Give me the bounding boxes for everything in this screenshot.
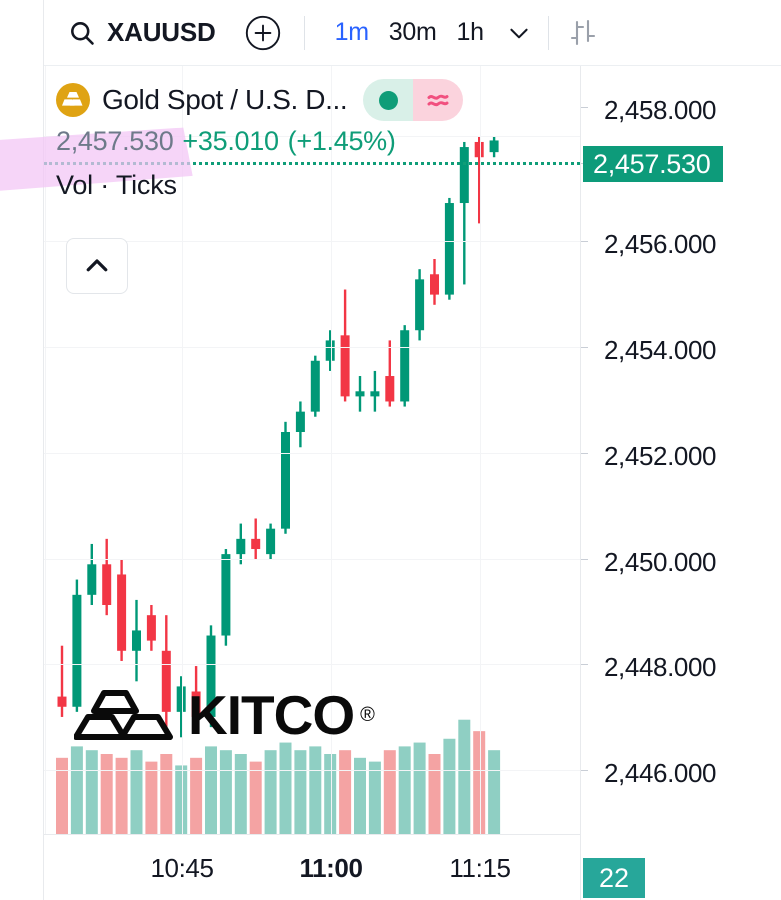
- timeframe-group: 1m 30m 1h: [325, 18, 532, 47]
- last-price-line: [44, 162, 580, 165]
- chart-panel[interactable]: KITCO ® Gold Spot / U.S. D...: [0, 66, 781, 900]
- toolbar-divider-2: [547, 15, 549, 50]
- search-icon[interactable]: [68, 19, 96, 47]
- top-toolbar: XAUUSD 1m 30m 1h: [0, 0, 781, 66]
- price-tick-2458: 2,458.000: [604, 95, 717, 125]
- timeframe-1m[interactable]: 1m: [334, 18, 369, 46]
- price-tick-2452: 2,452.000: [604, 441, 717, 471]
- timeframe-30m[interactable]: 30m: [388, 18, 437, 46]
- last-price-badge: 2,457.530: [583, 146, 723, 182]
- time-tick-1100: 11:00: [299, 853, 363, 883]
- candlestick-series: [56, 136, 501, 834]
- price-tick-2446: 2,446.000: [604, 758, 717, 788]
- time-axis[interactable]: 10:45 11:00 11:15: [44, 834, 580, 900]
- price-tick-2454: 2,454.000: [604, 335, 717, 365]
- symbol-label[interactable]: XAUUSD: [107, 17, 216, 47]
- price-tick-2448: 2,448.000: [604, 652, 717, 682]
- timeframe-1h[interactable]: 1h: [456, 18, 484, 46]
- chevron-down-icon[interactable]: [506, 20, 532, 46]
- volume-badge: 22: [583, 858, 645, 898]
- collapse-legend-button[interactable]: [66, 238, 128, 294]
- price-tick-2450: 2,450.000: [604, 547, 717, 577]
- time-tick-1045: 10:45: [150, 853, 214, 883]
- price-axis[interactable]: 2,458.000 2,456.000 2,454.000 2,452.000 …: [580, 66, 781, 900]
- toolbar-left-rail: [0, 0, 44, 66]
- time-tick-1115: 11:15: [449, 853, 511, 883]
- toolbar-divider: [303, 15, 305, 50]
- plot-area[interactable]: KITCO ®: [44, 66, 580, 900]
- add-symbol-button[interactable]: [244, 14, 282, 52]
- panel-left-rail: [0, 66, 44, 900]
- bar-chart-style-icon[interactable]: [565, 16, 599, 50]
- price-tick-2456: 2,456.000: [604, 229, 717, 259]
- chevron-up-icon: [82, 251, 112, 281]
